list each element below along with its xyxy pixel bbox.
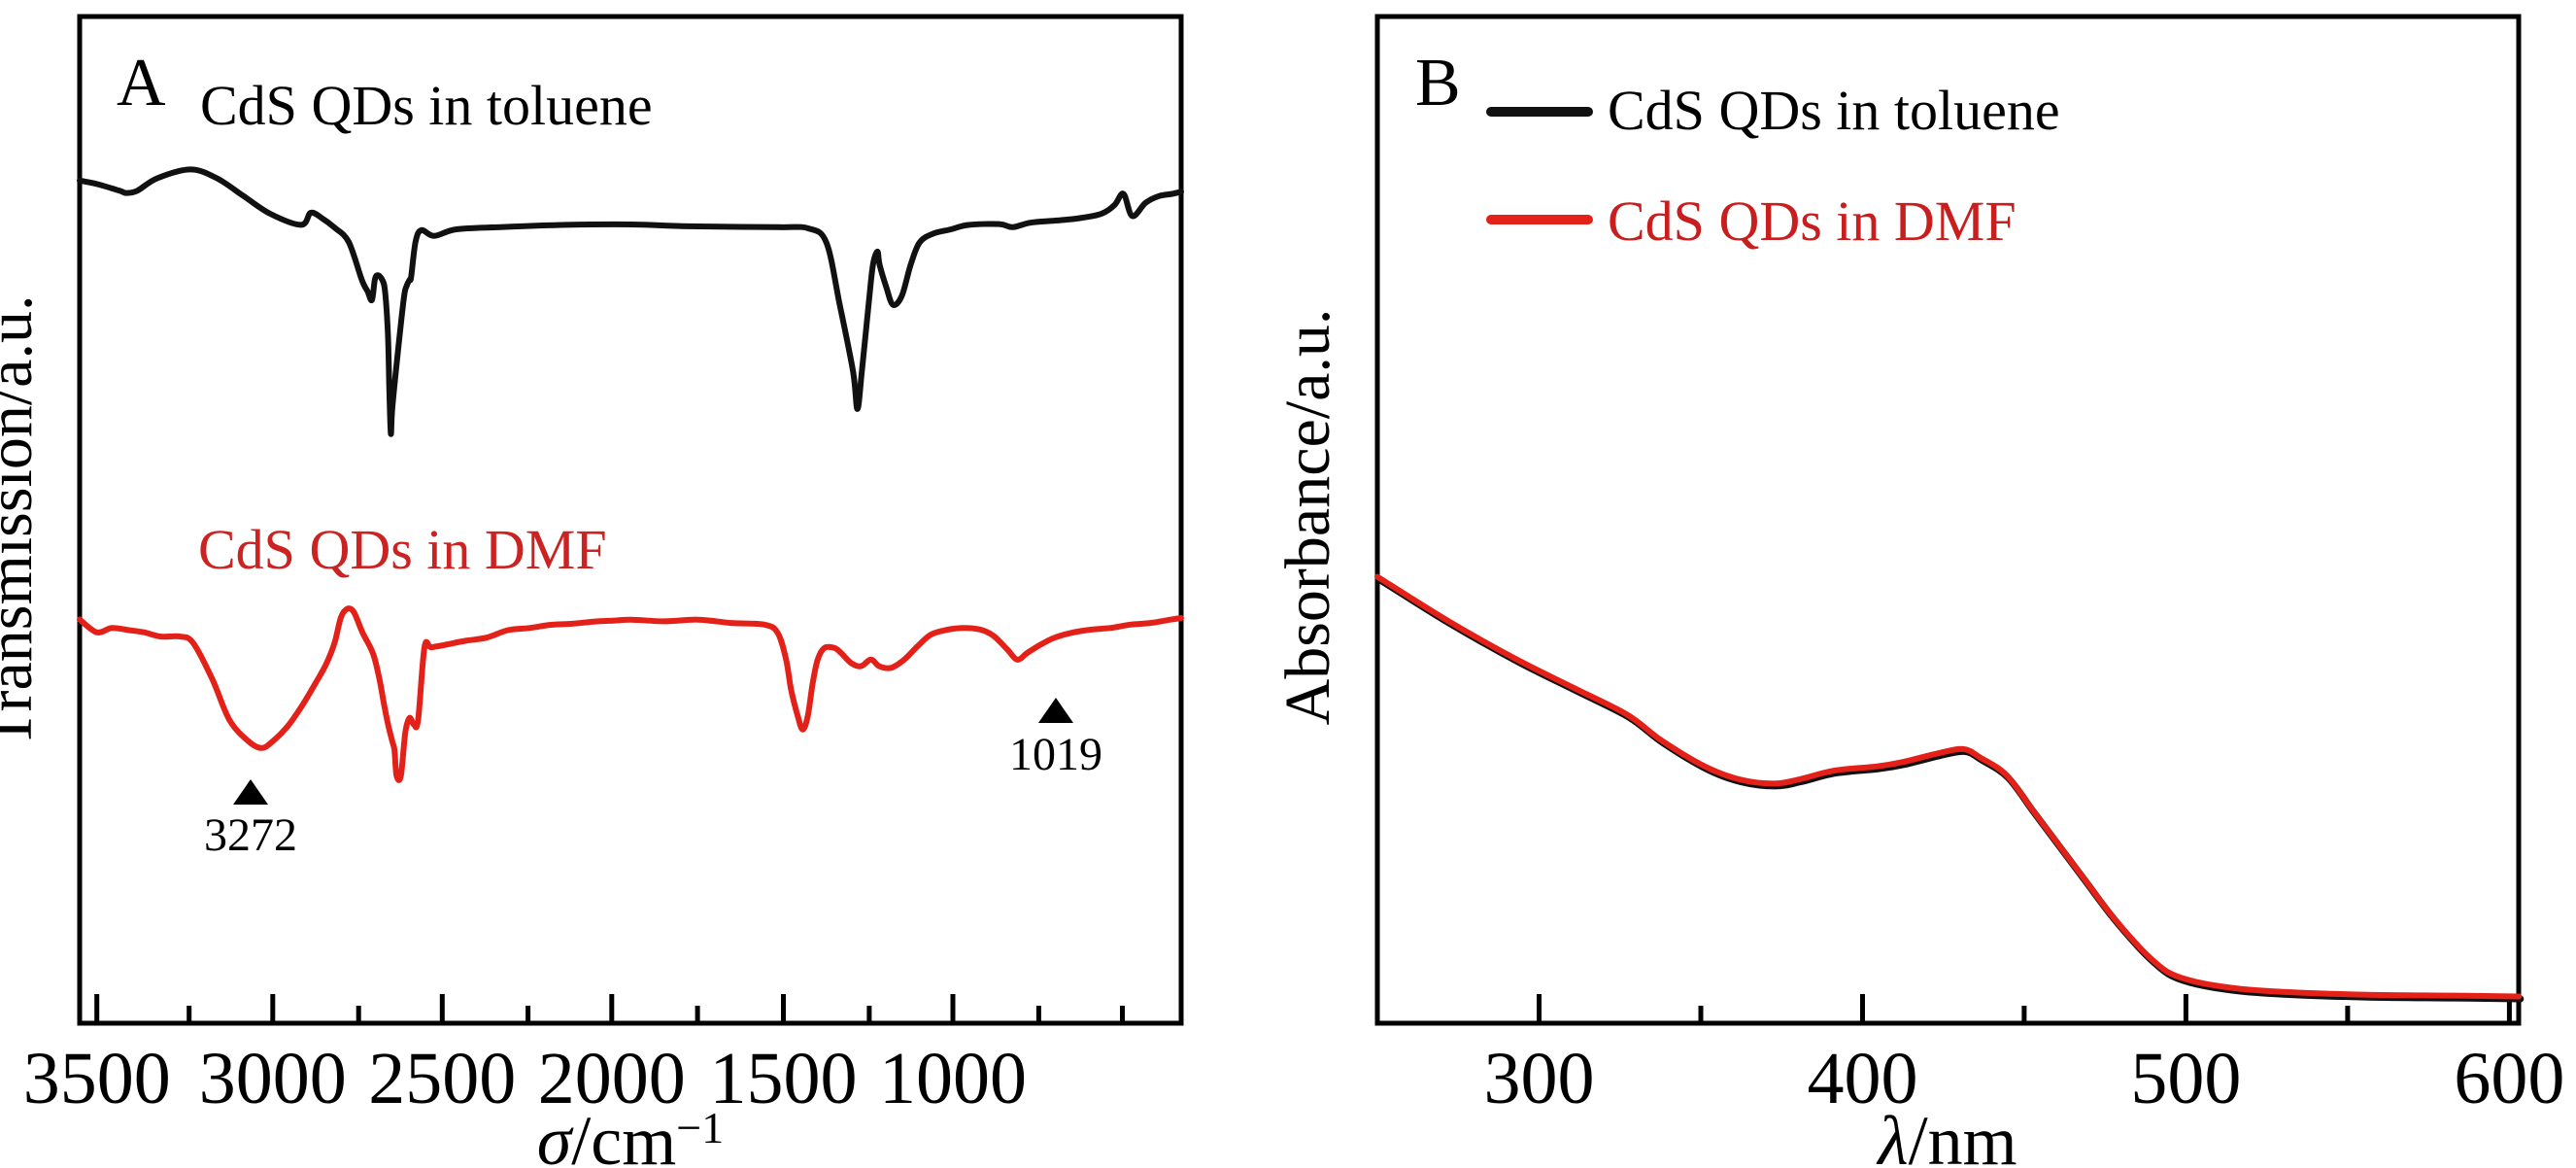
svg-text:1500: 1500 <box>710 1038 858 1119</box>
svg-text:3000: 3000 <box>199 1038 347 1119</box>
svg-text:CdS QDs in toluene: CdS QDs in toluene <box>200 74 653 137</box>
svg-text:3272: 3272 <box>204 809 297 861</box>
svg-text:A: A <box>117 46 166 120</box>
svg-text:CdS QDs in DMF: CdS QDs in DMF <box>1608 189 2017 253</box>
svg-text:1000: 1000 <box>879 1038 1027 1119</box>
svg-text:3500: 3500 <box>23 1038 171 1119</box>
svg-text:500: 500 <box>2130 1038 2241 1119</box>
svg-text:CdS QDs in toluene: CdS QDs in toluene <box>1608 79 2060 142</box>
svg-text:CdS QDs in DMF: CdS QDs in DMF <box>198 518 607 581</box>
svg-text:2500: 2500 <box>368 1038 516 1119</box>
svg-text:1019: 1019 <box>1009 729 1102 780</box>
svg-text:σ/cm−1: σ/cm−1 <box>537 1102 724 1168</box>
svg-text:B: B <box>1415 46 1461 120</box>
svg-text:600: 600 <box>2454 1038 2564 1119</box>
svg-text:Absorbance/a.u.: Absorbance/a.u. <box>1272 309 1343 726</box>
svg-text:Transmission/a.u.: Transmission/a.u. <box>0 295 46 749</box>
svg-text:λ/nm: λ/nm <box>1876 1102 2017 1168</box>
svg-text:300: 300 <box>1484 1038 1595 1119</box>
